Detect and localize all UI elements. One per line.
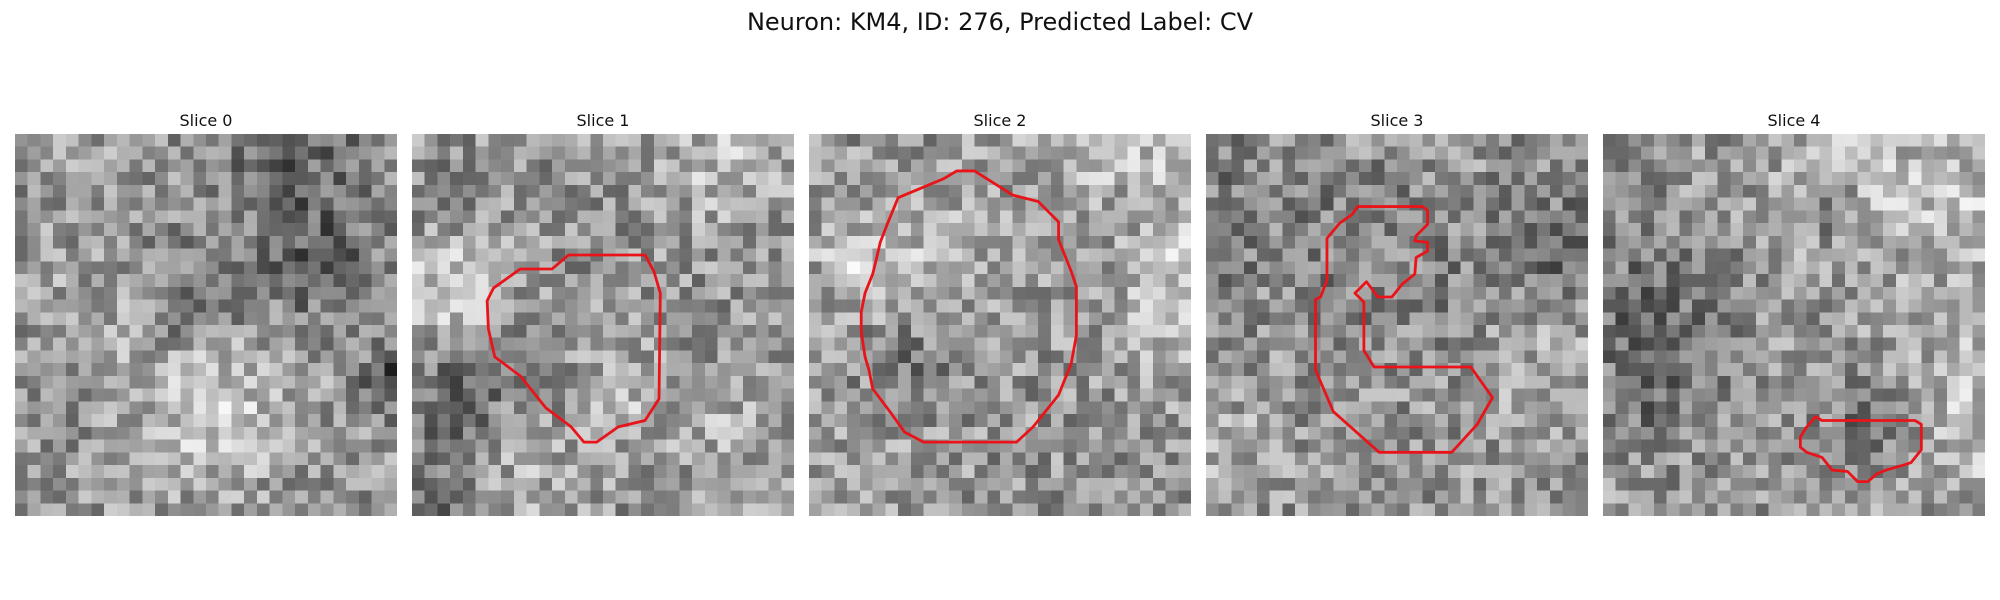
contour-overlay <box>1798 415 1923 484</box>
slice-title: Slice 4 <box>1767 111 1821 130</box>
roi-contour <box>859 169 1078 444</box>
slice-title: Slice 3 <box>1370 111 1424 130</box>
slice-image <box>1603 134 1985 516</box>
slice-panel-1: Slice 1 <box>412 108 794 516</box>
grayscale-image <box>412 134 794 516</box>
slice-image <box>15 134 397 516</box>
roi-contour <box>485 253 662 444</box>
roi-contour <box>1314 205 1494 454</box>
figure-title: Neuron: KM4, ID: 276, Predicted Label: C… <box>746 8 1254 36</box>
contour-overlay <box>1314 205 1494 454</box>
slice-panel-4: Slice 4 <box>1603 108 1985 516</box>
slice-panel-0: Slice 0 <box>15 108 397 516</box>
slice-panel-2: Slice 2 <box>809 108 1191 516</box>
slice-image <box>809 134 1191 516</box>
slice-image <box>412 134 794 516</box>
contour-overlay <box>485 253 662 444</box>
slice-title: Slice 1 <box>576 111 630 130</box>
grayscale-image <box>809 134 1191 516</box>
roi-contour <box>1798 415 1923 484</box>
slice-panel-3: Slice 3 <box>1206 108 1588 516</box>
slice-title: Slice 0 <box>179 111 233 130</box>
grayscale-image <box>1603 134 1985 516</box>
grayscale-image <box>15 134 397 516</box>
contour-overlay <box>15 134 397 516</box>
slice-title: Slice 2 <box>973 111 1027 130</box>
slice-image <box>1206 134 1588 516</box>
contour-overlay <box>859 169 1078 444</box>
